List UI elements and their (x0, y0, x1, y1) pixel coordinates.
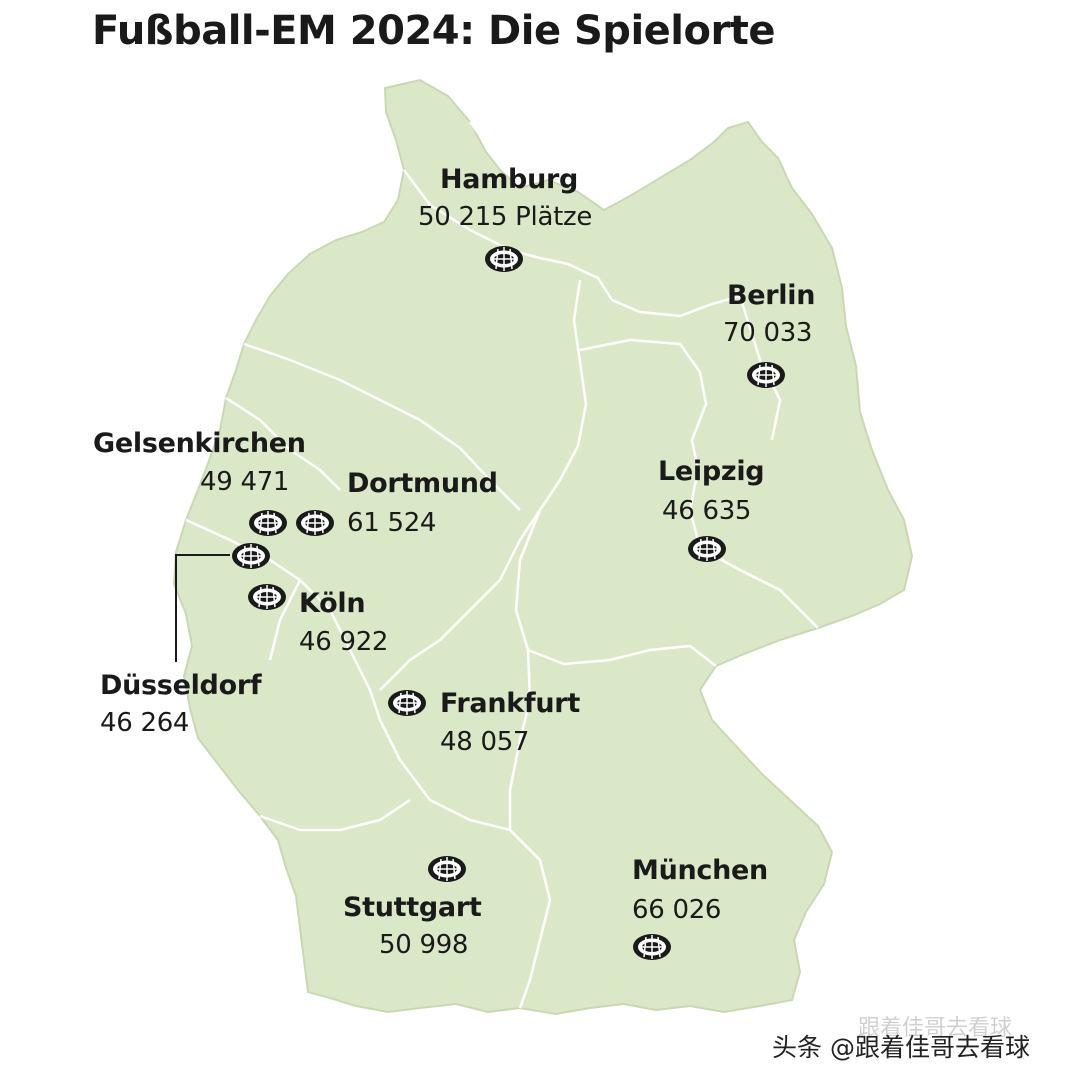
city-capacity-dortmund: 61 524 (347, 508, 437, 538)
city-capacity-berlin: 70 033 (723, 318, 813, 348)
stadium-icon (387, 689, 427, 717)
city-name-koeln: Köln (299, 588, 366, 619)
city-name-muenchen: München (632, 855, 768, 886)
duesseldorf-leader-line (175, 554, 230, 662)
city-name-frankfurt: Frankfurt (440, 688, 580, 719)
city-capacity-leipzig: 46 635 (662, 496, 752, 526)
state-borders (185, 121, 819, 1009)
city-capacity-hamburg: 50 215 Plätze (418, 202, 593, 232)
map-title: Fußball-EM 2024: Die Spielorte (92, 8, 775, 54)
city-capacity-duesseldorf: 46 264 (100, 708, 190, 738)
city-name-stuttgart: Stuttgart (343, 892, 482, 923)
city-capacity-koeln: 46 922 (299, 627, 389, 657)
stadium-icon (632, 933, 672, 961)
stadium-icon (484, 245, 524, 273)
germany-land (172, 78, 914, 1016)
stadium-icon (248, 509, 288, 537)
stadium-icon (746, 361, 786, 389)
city-capacity-stuttgart: 50 998 (379, 930, 469, 960)
city-name-leipzig: Leipzig (658, 456, 765, 487)
city-capacity-frankfurt: 48 057 (440, 727, 530, 757)
watermark: 头条 @跟着佳哥去看球 (772, 1033, 1030, 1062)
city-name-dortmund: Dortmund (347, 468, 498, 499)
city-capacity-muenchen: 66 026 (632, 895, 722, 925)
city-capacity-gelsenkirchen: 49 471 (200, 467, 290, 497)
city-name-hamburg: Hamburg (440, 164, 579, 195)
stadium-icon (687, 535, 727, 563)
watermark-faded: 跟着佳哥去看球 (858, 1016, 1013, 1041)
stadium-icon (427, 855, 467, 883)
stadium-icon (247, 583, 287, 611)
city-name-gelsenkirchen: Gelsenkirchen (93, 428, 306, 459)
city-name-duesseldorf: Düsseldorf (100, 670, 262, 701)
stadium-icon (295, 509, 335, 537)
stadium-icon (231, 542, 271, 570)
city-name-berlin: Berlin (727, 280, 816, 311)
